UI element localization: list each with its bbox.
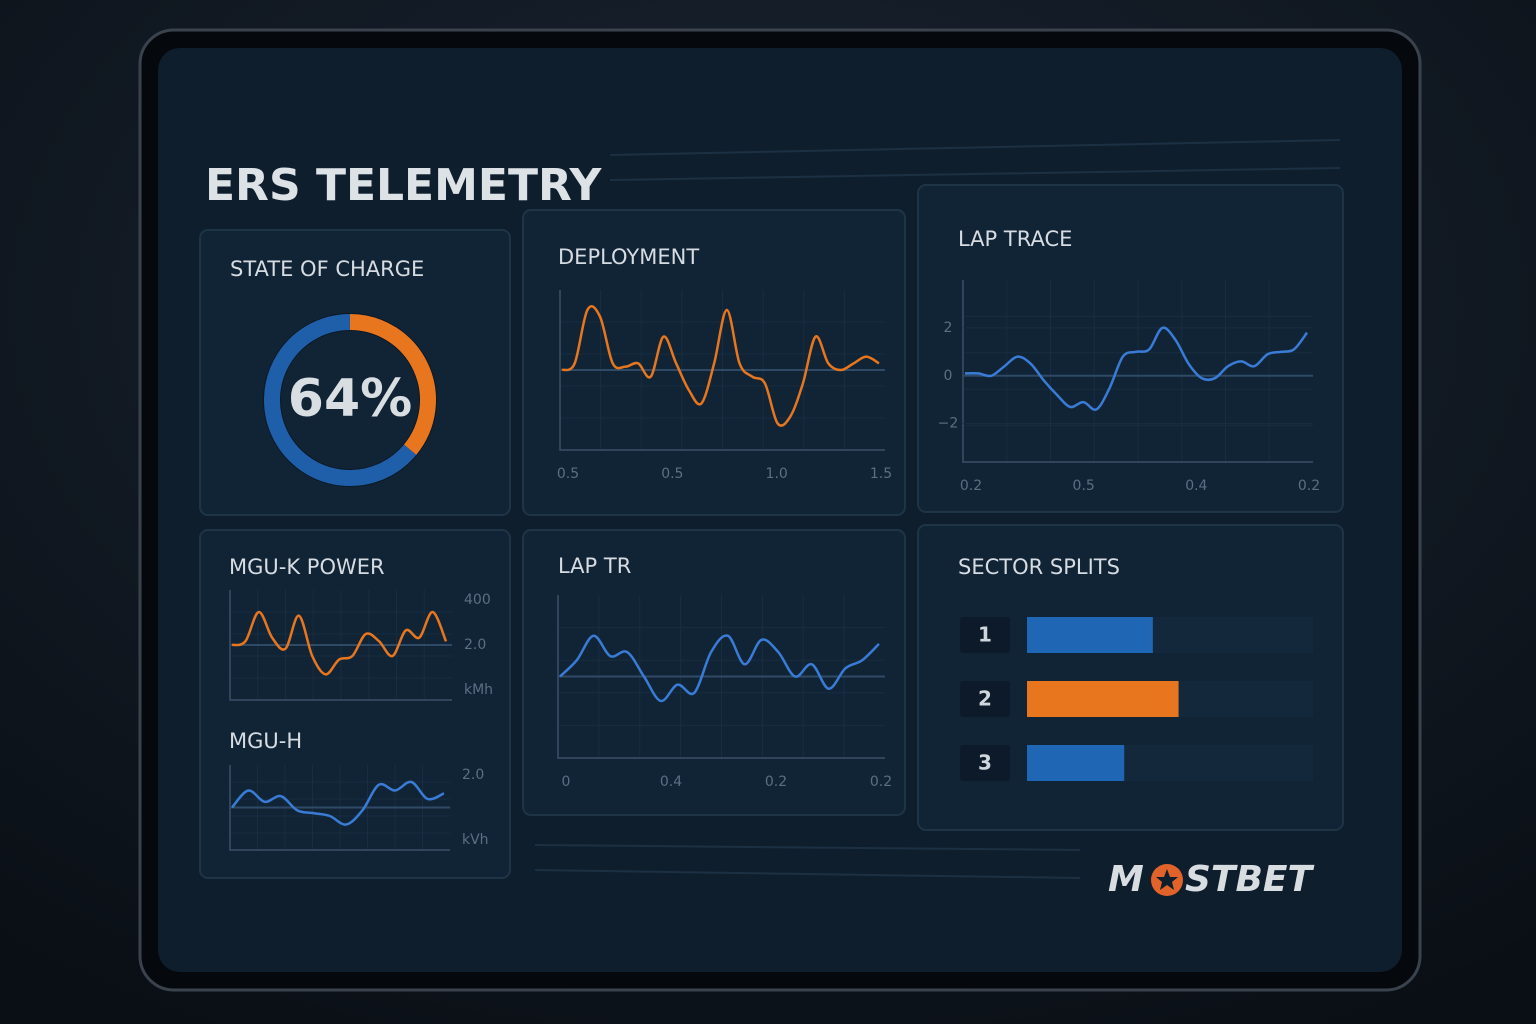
line-series [231, 610, 448, 676]
axis [559, 290, 885, 451]
side-label: 2.0 [462, 767, 484, 783]
panel-title: MGU-K POWER [229, 555, 385, 579]
decor-line [534, 869, 1081, 879]
y-tick-label: 0 [944, 368, 953, 384]
panel-title: SECTOR SPLITS [958, 555, 1120, 579]
panel [522, 529, 906, 816]
category-label: 3 [978, 751, 992, 775]
line-series [231, 780, 445, 826]
gauge-value [264, 314, 417, 486]
panel-title: STATE OF CHARGE [230, 257, 424, 281]
category-label: 1 [978, 623, 992, 647]
x-tick-label: 0.2 [765, 774, 787, 790]
gauge-rest [349, 314, 436, 455]
badge [960, 681, 1010, 717]
gauge-label: 64% [288, 369, 412, 429]
bar [1027, 617, 1153, 653]
decor-line [534, 844, 1081, 851]
x-tick-label: 0.5 [661, 466, 683, 482]
logo-text: STBET [1185, 859, 1315, 900]
axis [229, 765, 450, 851]
dashboard-title: ERS TELEMETRY [205, 160, 602, 211]
x-tick-label: 0.5 [1073, 478, 1095, 494]
decor-line [609, 167, 1341, 181]
bar [1027, 681, 1179, 717]
line-series [561, 305, 880, 427]
x-tick-label: 1.0 [766, 466, 788, 482]
x-tick-label: 0 [562, 774, 571, 790]
axis [557, 595, 885, 759]
line-series [964, 326, 1309, 411]
side-label: 2.0 [464, 637, 486, 653]
badge [960, 745, 1010, 781]
x-tick-label: 1.5 [870, 466, 892, 482]
side-label: 400 [464, 592, 491, 608]
panel [917, 184, 1344, 513]
x-tick-label: 0.5 [557, 466, 579, 482]
axis [962, 280, 1313, 463]
axis [229, 590, 452, 701]
logo-star [1156, 869, 1178, 890]
line-series [559, 634, 880, 703]
x-tick-label: 0.2 [870, 774, 892, 790]
bar [1027, 745, 1125, 781]
side-label: kVh [462, 832, 489, 848]
side-label: kMh [464, 682, 493, 698]
x-tick-label: 0.2 [960, 478, 982, 494]
logo-text: M [1108, 859, 1144, 900]
decor-line [609, 139, 1341, 156]
panel [199, 529, 511, 879]
logo: M STBET [1108, 859, 1315, 900]
panel-title: DEPLOYMENT [558, 245, 699, 269]
badge [960, 617, 1010, 653]
category-label: 2 [978, 687, 992, 711]
y-tick-label: −2 [938, 416, 959, 432]
panel-title: MGU-H [229, 729, 302, 753]
x-tick-label: 0.4 [660, 774, 682, 790]
panel-title: LAP TR [558, 554, 631, 578]
x-tick-label: 0.2 [1298, 478, 1320, 494]
y-tick-label: 2 [944, 320, 953, 336]
x-tick-label: 0.4 [1185, 478, 1207, 494]
panel-title: LAP TRACE [958, 227, 1072, 251]
